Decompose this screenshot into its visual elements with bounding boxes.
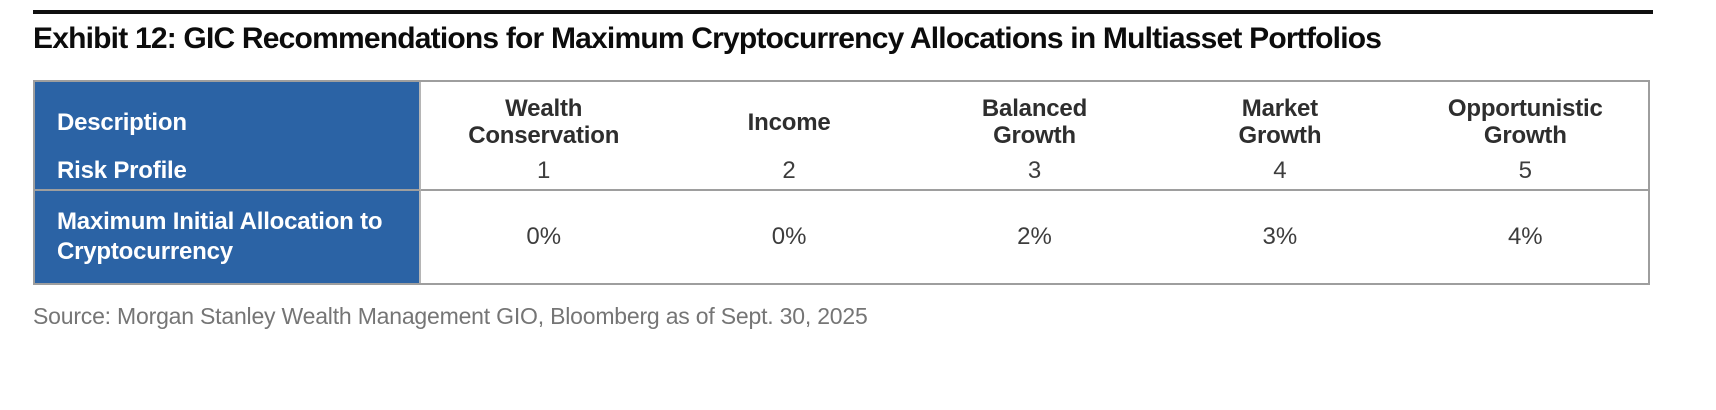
risk-profile-number: 1 — [537, 157, 551, 184]
title-rule — [33, 10, 1653, 14]
allocation-value-market-growth: 3% — [1262, 223, 1298, 250]
column-header-market-growth: Market Growth 4 — [1157, 82, 1403, 191]
allocation-row-label: Maximum Initial Allocation to Cryptocurr… — [35, 191, 421, 283]
column-header-opportunistic-growth: Opportunistic Growth 5 — [1402, 82, 1648, 191]
column-name: Wealth Conservation — [468, 95, 620, 149]
table-corner-cell: Description Risk Profile — [35, 82, 421, 191]
column-header-wealth-conservation: Wealth Conservation 1 — [421, 82, 667, 191]
risk-profile-number: 3 — [1027, 157, 1042, 184]
column-name: Market Growth — [1238, 95, 1322, 149]
risk-profile-number: 5 — [1518, 157, 1532, 184]
allocation-value-wealth-conservation: 0% — [526, 223, 562, 250]
column-header-balanced-growth: Balanced Growth 3 — [911, 82, 1158, 191]
allocation-row-label-text: Maximum Initial Allocation to Cryptocurr… — [57, 208, 383, 265]
column-header-income: Income 2 — [666, 82, 912, 191]
column-name: Opportunistic Growth — [1447, 95, 1603, 149]
risk-profile-number: 2 — [782, 157, 796, 184]
allocation-value-income: 0% — [771, 223, 807, 250]
allocation-table: Description Risk Profile Wealth Conserva… — [33, 80, 1650, 285]
allocation-value-balanced-growth: 2% — [1017, 223, 1052, 250]
risk-profile-label: Risk Profile — [57, 157, 187, 184]
source-note: Source: Morgan Stanley Wealth Management… — [33, 303, 868, 329]
allocation-value-opportunistic-growth: 4% — [1507, 223, 1543, 250]
column-name: Balanced Growth — [981, 95, 1088, 149]
exhibit-title: Exhibit 12: GIC Recommendations for Maxi… — [33, 22, 1382, 55]
column-name: Income — [747, 108, 831, 136]
description-label: Description — [57, 109, 187, 136]
risk-profile-number: 4 — [1273, 157, 1287, 184]
